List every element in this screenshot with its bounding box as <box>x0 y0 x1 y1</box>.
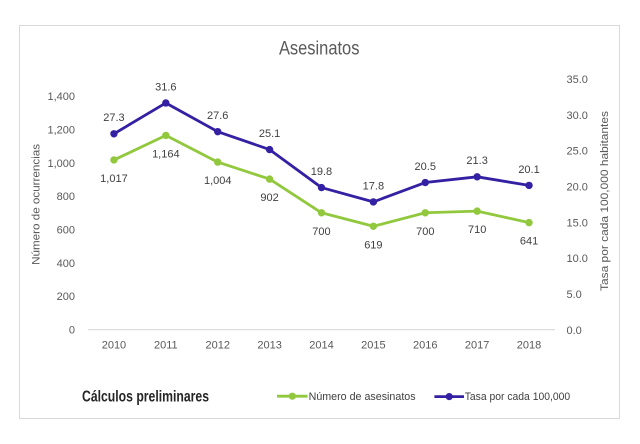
svg-text:2017: 2017 <box>465 340 489 352</box>
svg-text:25.0: 25.0 <box>567 146 588 158</box>
svg-text:2011: 2011 <box>154 340 178 352</box>
svg-text:0.0: 0.0 <box>567 325 582 337</box>
svg-text:2012: 2012 <box>205 340 229 352</box>
svg-text:800: 800 <box>57 191 75 203</box>
svg-text:2013: 2013 <box>257 340 281 352</box>
svg-text:20.5: 20.5 <box>415 161 436 173</box>
svg-text:1,164: 1,164 <box>152 148 180 160</box>
svg-text:30.0: 30.0 <box>567 110 588 122</box>
svg-text:700: 700 <box>416 226 434 238</box>
svg-text:2014: 2014 <box>309 340 333 352</box>
svg-text:200: 200 <box>57 291 75 303</box>
svg-text:27.3: 27.3 <box>103 112 124 124</box>
svg-text:Número de ocurrencias: Número de ocurrencias <box>31 143 43 265</box>
svg-text:Tasa por cada 100,000: Tasa por cada 100,000 <box>465 391 571 403</box>
svg-text:2016: 2016 <box>413 340 437 352</box>
svg-text:2015: 2015 <box>361 340 385 352</box>
svg-text:10.0: 10.0 <box>567 253 588 265</box>
svg-text:31.6: 31.6 <box>155 81 176 93</box>
svg-text:641: 641 <box>520 236 538 248</box>
svg-text:Número de asesinatos: Número de asesinatos <box>309 391 416 403</box>
svg-text:2018: 2018 <box>517 340 541 352</box>
svg-text:1,000: 1,000 <box>47 158 75 170</box>
svg-text:2010: 2010 <box>102 340 126 352</box>
svg-text:600: 600 <box>57 225 75 237</box>
svg-text:710: 710 <box>468 224 486 236</box>
svg-text:Tasa por cada 100,000 habitant: Tasa por cada 100,000 habitantes <box>599 110 611 291</box>
svg-text:20.0: 20.0 <box>567 181 588 193</box>
svg-text:35.0: 35.0 <box>567 74 588 86</box>
svg-text:1,017: 1,017 <box>100 173 128 185</box>
svg-text:5.0: 5.0 <box>567 289 582 301</box>
svg-text:400: 400 <box>57 258 75 270</box>
svg-text:17.8: 17.8 <box>363 180 384 192</box>
svg-text:20.1: 20.1 <box>518 164 539 176</box>
svg-text:902: 902 <box>260 192 278 204</box>
svg-text:700: 700 <box>312 226 330 238</box>
svg-text:1,400: 1,400 <box>47 91 75 103</box>
svg-text:1,200: 1,200 <box>47 124 75 136</box>
svg-text:619: 619 <box>364 239 382 251</box>
svg-text:27.6: 27.6 <box>207 110 228 122</box>
svg-text:1,004: 1,004 <box>204 175 232 187</box>
svg-text:19.8: 19.8 <box>311 166 332 178</box>
svg-text:0: 0 <box>69 325 75 337</box>
svg-text:15.0: 15.0 <box>567 217 588 229</box>
svg-text:Asesinatos: Asesinatos <box>279 38 360 59</box>
svg-text:21.3: 21.3 <box>466 155 487 167</box>
svg-text:25.1: 25.1 <box>259 128 280 140</box>
svg-text:Cálculos preliminares: Cálculos preliminares <box>82 388 209 405</box>
